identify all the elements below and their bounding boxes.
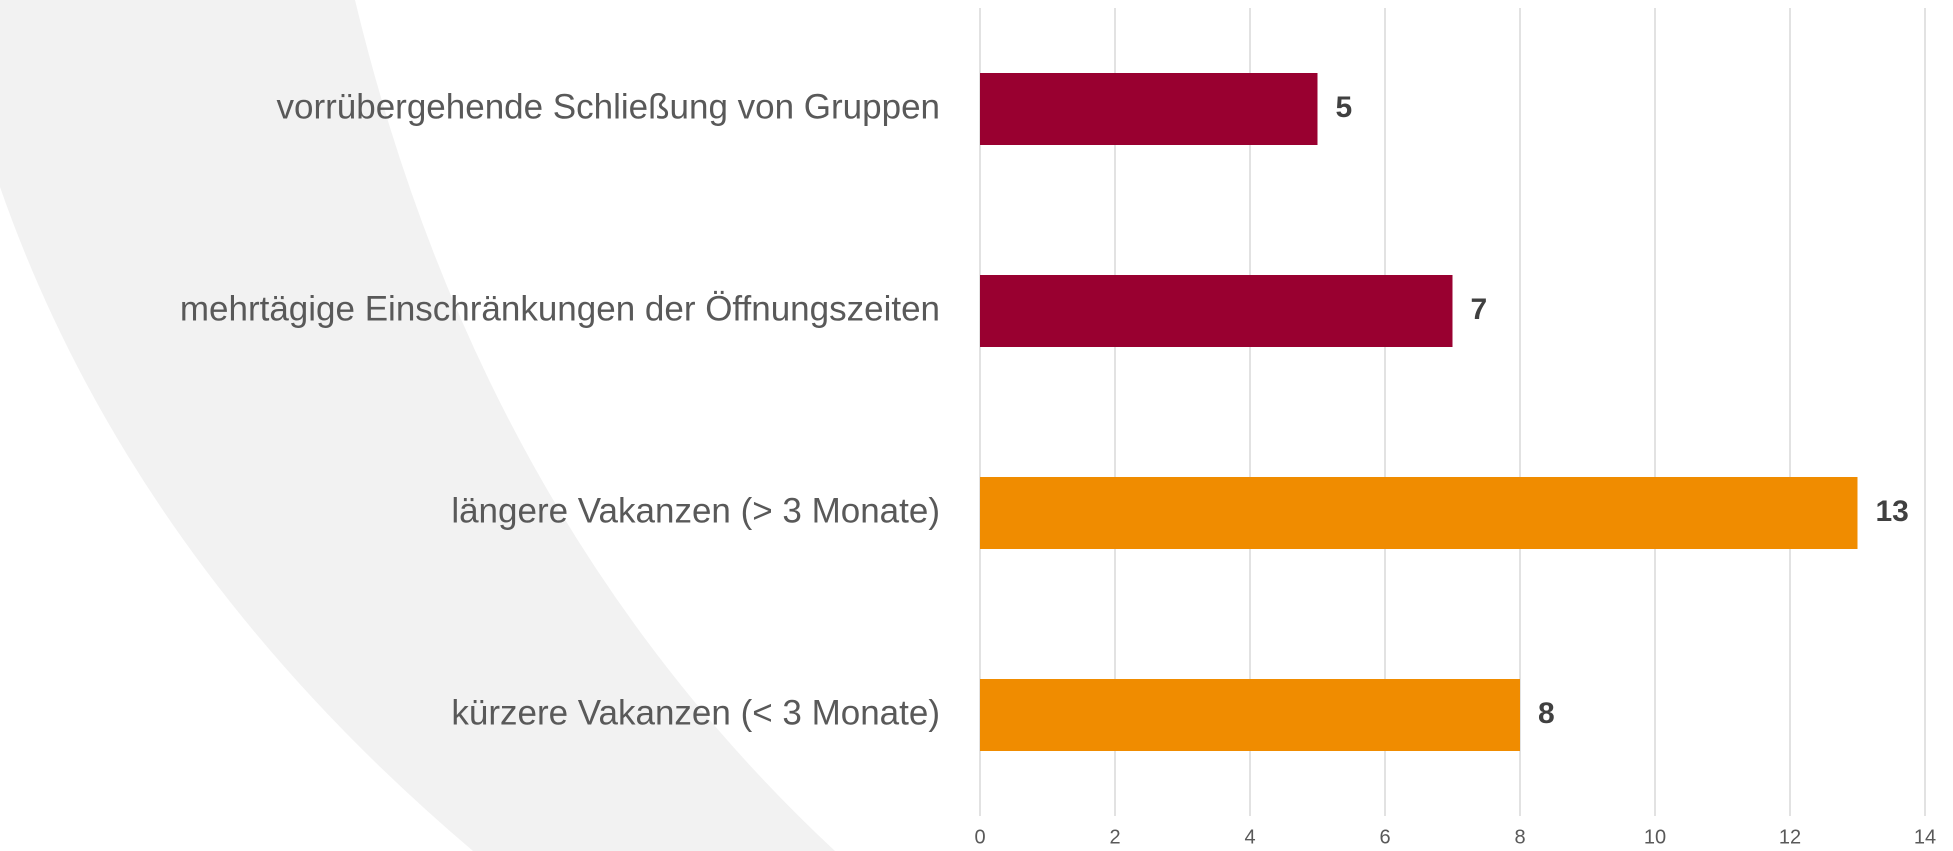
category-label: mehrtägige Einschränkungen der Öffnungsz… [180, 289, 940, 328]
x-tick-label: 10 [1644, 826, 1666, 848]
x-tick-label: 2 [1109, 826, 1120, 848]
bar [980, 73, 1318, 145]
bar [980, 275, 1453, 347]
x-tick-label: 4 [1244, 826, 1255, 848]
x-tick-label: 8 [1514, 826, 1525, 848]
background-swoosh [0, 0, 835, 851]
x-tick-label: 6 [1379, 826, 1390, 848]
category-label: kürzere Vakanzen (< 3 Monate) [451, 693, 940, 732]
x-tick-label: 14 [1914, 826, 1936, 848]
bar [980, 679, 1520, 751]
data-label: 5 [1336, 91, 1353, 124]
category-label: längere Vakanzen (> 3 Monate) [451, 491, 940, 530]
bar [980, 477, 1858, 549]
x-tick-label: 12 [1779, 826, 1801, 848]
data-label: 13 [1876, 495, 1909, 528]
data-label: 8 [1538, 697, 1555, 730]
x-tick-label: 0 [974, 826, 985, 848]
category-label: vorrübergehende Schließung von Gruppen [277, 87, 941, 126]
data-label: 7 [1471, 293, 1488, 326]
